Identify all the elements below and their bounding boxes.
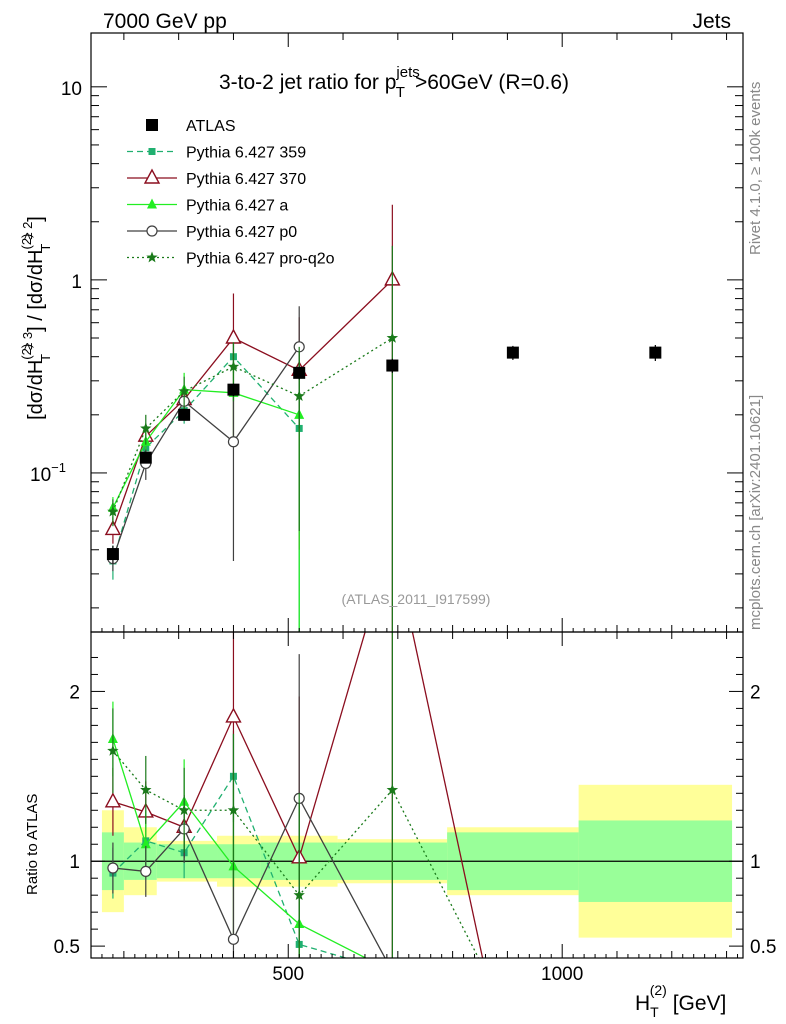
legend-marker xyxy=(146,225,158,237)
legend-marker xyxy=(143,168,161,184)
legend-label: ATLAS xyxy=(186,118,236,135)
legend-marker xyxy=(148,148,156,155)
plot-title: 3-to-2 jet ratio for pjets T >60GeV (R=0.6… xyxy=(219,64,569,101)
legend-label: Pythia 6.427 a xyxy=(186,198,288,215)
point-pq2o xyxy=(386,332,399,343)
data-point-atlas xyxy=(106,548,119,561)
legend-label: Pythia 6.427 370 xyxy=(186,171,306,188)
y-axis-label-top: [dσ/dH(2) T≥ 3] / [dσ/dH(2) T≥ 2] xyxy=(19,216,53,420)
y-tick-label-bottom: 1 xyxy=(69,852,80,873)
ratio-line-pa xyxy=(112,738,368,958)
rivet-info: Rivet 4.1.0, ≥ 100k events xyxy=(747,82,764,255)
legend-marker xyxy=(146,119,158,131)
point-pq2o xyxy=(107,505,119,517)
legend-entry: ATLAS xyxy=(146,118,236,135)
y-tick-label-bottom: 2 xyxy=(69,682,80,703)
x-axis-label: HT(2) [GeV] xyxy=(635,982,726,1020)
point-p0 xyxy=(227,436,240,448)
point-pq2o xyxy=(178,385,190,397)
legend: ATLAS Pythia 6.427 359 Pythia 6.427 370 Pyt… xyxy=(127,118,335,268)
legend-entry: Pythia 6.427 370 xyxy=(127,168,306,188)
x-tick-label: 500 xyxy=(272,964,304,985)
ratio-point-p370 xyxy=(104,792,122,808)
bottom-panel-frame xyxy=(90,631,744,959)
legend-entry: Pythia 6.427 pro-q2o xyxy=(127,251,335,268)
ratio-point-pa xyxy=(140,838,151,849)
axis-tick-labels: 500 1000 10−1 1 10 0.5 0.5 1 1 2 2 xyxy=(30,79,776,985)
y-tick-label-bottom-right: 0.5 xyxy=(750,937,776,958)
data-point-atlas xyxy=(139,451,152,464)
ratio-point-p0 xyxy=(140,865,152,878)
ratio-point-pq2o xyxy=(178,804,190,816)
axis-ticks xyxy=(91,33,743,958)
top-panel-series xyxy=(104,204,662,632)
legend-entry: Pythia 6.427 359 xyxy=(127,145,306,162)
data-point-atlas xyxy=(227,383,240,396)
data-point-atlas xyxy=(386,359,399,372)
legend-marker xyxy=(147,198,157,209)
ratio-point-pq2o xyxy=(386,783,399,795)
point-pq2o xyxy=(227,360,240,372)
point-p370 xyxy=(104,519,122,536)
y-tick-label-top: 1 xyxy=(71,272,82,293)
ratio-point-pq2o xyxy=(107,744,119,756)
point-p370 xyxy=(225,328,242,344)
data-point-atlas xyxy=(293,366,306,379)
y-axis-label-bottom: Ratio to ATLAS xyxy=(24,794,41,895)
ratio-point-pq2o xyxy=(227,804,240,816)
mcplots-info: mcplots.cern.ch [arXiv:2401.10621] xyxy=(747,395,764,630)
ratio-point-p0 xyxy=(107,862,119,874)
analysis-watermark: (ATLAS_2011_I917599) xyxy=(342,591,491,607)
y-tick-label-top: 10−1 xyxy=(30,460,66,486)
ratio-point-p0 xyxy=(227,933,240,945)
ratio-point-p370 xyxy=(225,707,242,723)
point-pq2o xyxy=(140,422,152,434)
ratio-point-pq2o xyxy=(140,783,152,795)
x-tick-label: 1000 xyxy=(541,964,583,985)
legend-label: Pythia 6.427 p0 xyxy=(186,224,297,241)
legend-label: Pythia 6.427 pro-q2o xyxy=(186,251,335,268)
y-tick-label-bottom-right: 1 xyxy=(750,852,761,873)
y-tick-label-top: 10 xyxy=(61,79,82,100)
series-line-pq2o xyxy=(112,337,393,512)
series-line-p370 xyxy=(112,279,393,530)
legend-marker xyxy=(146,251,158,263)
point-pq2o xyxy=(293,390,305,401)
header-right: Jets xyxy=(692,10,731,33)
y-tick-label-bottom-right: 2 xyxy=(750,682,761,703)
y-tick-label-bottom: 0.5 xyxy=(54,937,80,958)
data-point-atlas xyxy=(649,346,662,359)
legend-entry: Pythia 6.427 a xyxy=(127,198,288,215)
data-point-atlas xyxy=(506,346,519,359)
ratio-line-p359 xyxy=(112,774,349,958)
legend-label: Pythia 6.427 359 xyxy=(186,145,306,162)
legend-entry: Pythia 6.427 p0 xyxy=(127,224,297,241)
data-point-atlas xyxy=(178,408,191,421)
bottom-panel-series xyxy=(104,632,484,958)
header-left: 7000 GeV pp xyxy=(103,10,227,33)
ratio-point-pq2o xyxy=(293,889,305,900)
